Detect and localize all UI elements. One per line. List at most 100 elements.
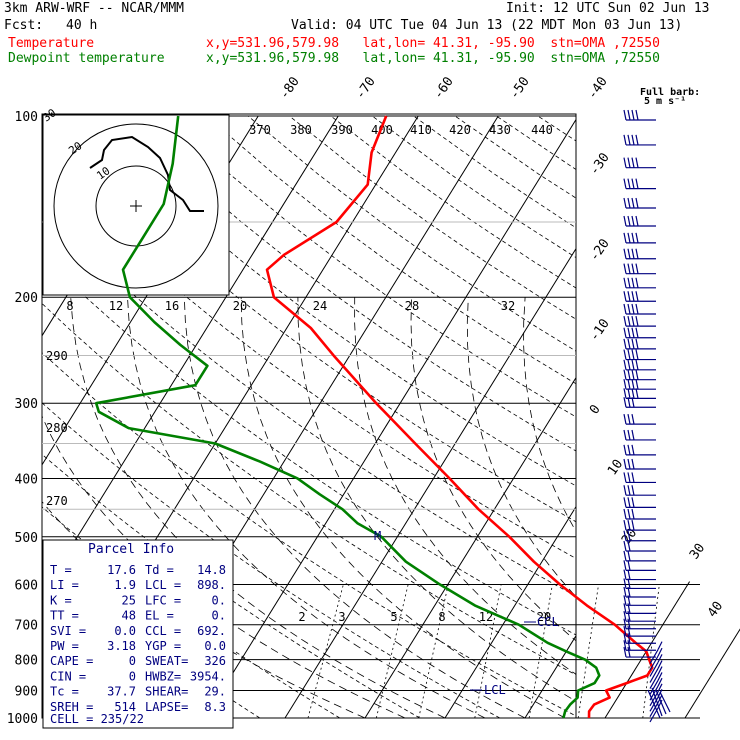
wind-barb-stroke xyxy=(627,560,631,571)
dry-adiabat xyxy=(247,115,576,352)
wind-barb-stroke xyxy=(631,508,635,520)
wind-barb-stroke xyxy=(635,327,639,338)
wind-barb-stroke xyxy=(623,603,627,614)
wind-barb xyxy=(623,508,656,520)
wind-barb-stroke xyxy=(627,530,631,541)
parcel-info-panel xyxy=(42,539,234,729)
wind-barb-stroke xyxy=(623,327,627,338)
wind-barb-stroke xyxy=(623,550,627,562)
parcel-key-right: LCL = xyxy=(145,578,181,592)
wind-barb-stroke xyxy=(623,338,627,350)
wind-barb-stroke xyxy=(631,472,635,483)
wind-barb xyxy=(623,327,656,339)
wind-barb xyxy=(623,248,656,260)
dewpoint-profile xyxy=(94,115,601,719)
wind-barb-stroke xyxy=(627,640,631,651)
wind-barb-stroke xyxy=(631,369,635,380)
wind-barb-stroke xyxy=(627,327,631,338)
wind-barb-stroke xyxy=(623,444,627,456)
isotherm-label: -50 xyxy=(507,74,533,102)
wind-barb-stroke xyxy=(631,157,635,168)
isotherm-label: 0 xyxy=(587,402,604,417)
wind-barb-stroke xyxy=(623,595,627,606)
wind-barb xyxy=(623,429,656,441)
wind-barb-stroke xyxy=(631,277,635,288)
wind-barb-stroke xyxy=(623,277,627,288)
wind-barb xyxy=(623,232,656,244)
temperature-profile xyxy=(265,115,654,719)
wind-barb xyxy=(623,646,656,658)
wind-barb-stroke xyxy=(649,680,659,695)
wind-barb xyxy=(623,134,656,146)
wind-barb-stroke xyxy=(631,388,635,399)
mixing-ratio-line xyxy=(577,584,599,719)
wind-barb-stroke xyxy=(657,672,663,681)
dewpoint-location: x,y=531.96,579.98 lat,lon= 41.31, -95.90… xyxy=(206,51,660,66)
model-title: 3km ARW-WRF -- NCAR/MMM xyxy=(4,1,185,16)
parcel-value-left: 25 xyxy=(122,593,136,607)
isotherm-label: -70 xyxy=(353,74,379,102)
isotherm-line xyxy=(444,505,576,719)
mixing-ratio-label: 3 xyxy=(338,610,345,624)
wind-barb-stroke xyxy=(627,349,631,360)
wind-barb-stroke xyxy=(627,485,631,496)
wind-barb xyxy=(649,647,663,671)
wind-barb-stroke xyxy=(627,338,631,350)
isotherm-line xyxy=(364,376,576,719)
parcel-value-left: 1.9 xyxy=(114,578,136,592)
barb-key-label: Full barb: xyxy=(640,87,700,98)
parcel-key-left: SVI = xyxy=(50,624,86,638)
wind-barb-stroke xyxy=(623,109,627,121)
wind-barb xyxy=(623,338,656,350)
wind-barb-stroke xyxy=(623,232,627,243)
theta-label: 420 xyxy=(449,123,471,137)
ccl-marker: CCL xyxy=(537,615,559,629)
parcel-key-right: YGP = xyxy=(145,639,181,653)
wind-barb-stroke xyxy=(623,519,627,531)
wind-barb-stroke xyxy=(657,660,663,669)
parcel-key-left: T = xyxy=(50,563,72,577)
wind-barb-stroke xyxy=(627,586,631,598)
wind-barb xyxy=(623,379,656,390)
valid-time: Valid: 04 UTC Tue 04 Jun 13 (22 MDT Mon … xyxy=(291,18,683,33)
wind-barb-stroke xyxy=(627,472,631,483)
isotherm-label: -20 xyxy=(587,236,613,264)
isotherm-line xyxy=(204,118,576,719)
parcel-key-right: CCL = xyxy=(145,624,181,638)
wind-barb-stroke xyxy=(627,611,631,622)
wind-barb xyxy=(623,603,656,614)
wind-barb-stroke xyxy=(627,569,631,580)
isotherm-label: -40 xyxy=(585,74,611,102)
moist-adiabat xyxy=(70,297,446,719)
parcel-key-left: CAPE = xyxy=(50,654,93,668)
wind-barb-stroke xyxy=(623,560,627,571)
wind-barb xyxy=(649,683,663,707)
parcel-key-right: HWBZ= xyxy=(145,669,181,683)
wind-barb-stroke xyxy=(657,654,663,663)
wind-barb-stroke xyxy=(623,646,627,658)
isotherm-label: 40 xyxy=(705,599,726,620)
mixing-ratio-label: 20 xyxy=(537,610,551,624)
wind-barb xyxy=(623,485,656,496)
wind-barb-stroke xyxy=(627,603,631,614)
theta-label: 440 xyxy=(531,123,553,137)
wind-barb xyxy=(623,291,656,302)
hodo-speed-label: 28 xyxy=(405,299,419,313)
wind-barb-stroke xyxy=(627,550,631,562)
wind-barb-stroke xyxy=(623,497,627,508)
isotherm-line xyxy=(42,115,339,595)
wind-barb-stroke xyxy=(627,497,631,508)
wind-barb xyxy=(623,178,656,190)
pressure-label: 1000 xyxy=(7,712,38,727)
wind-barb-stroke xyxy=(623,640,627,651)
mixing-ratio-line xyxy=(418,584,449,719)
wind-barb-stroke xyxy=(627,109,631,121)
theta-label: 370 xyxy=(249,123,271,137)
wind-barb-stroke xyxy=(623,388,627,399)
wind-barb-stroke xyxy=(635,248,639,259)
wind-barb xyxy=(623,560,656,572)
moist-adiabat xyxy=(466,297,576,598)
wind-barb-stroke xyxy=(623,530,627,541)
wind-barb-stroke xyxy=(635,379,639,390)
parcel-key-left: K = xyxy=(50,593,72,607)
